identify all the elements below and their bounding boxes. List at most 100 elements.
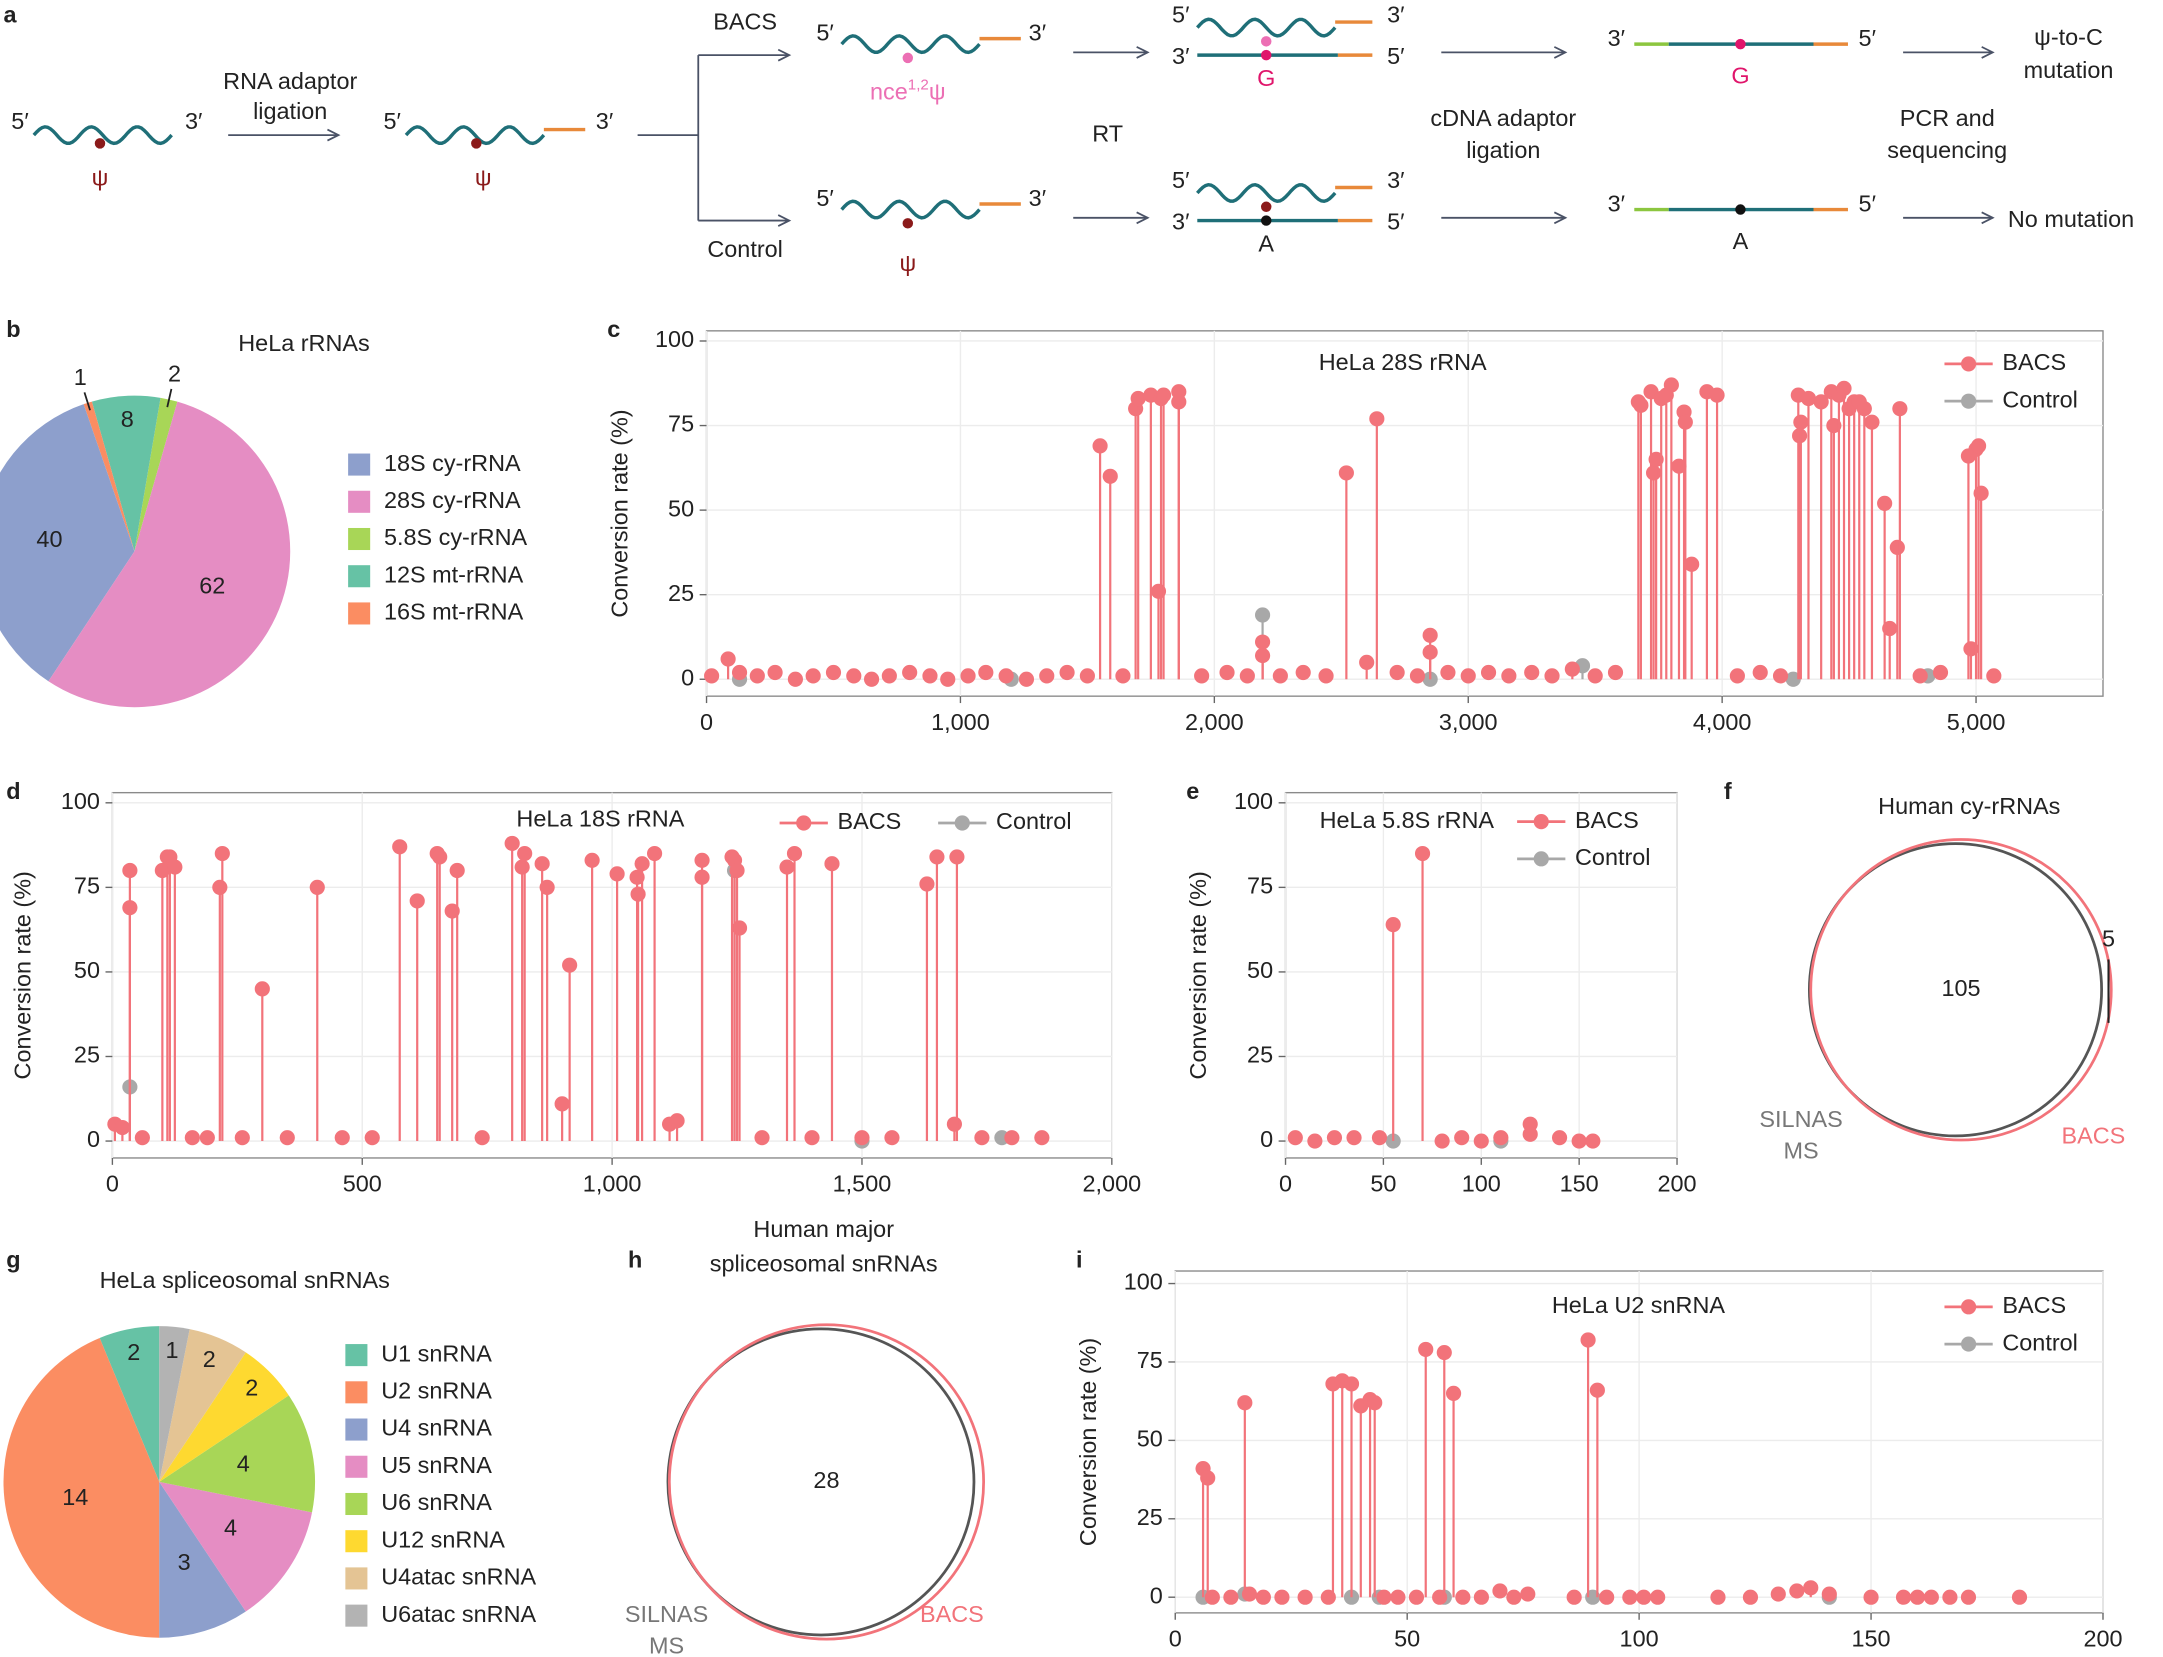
point (978, 664, 994, 681)
point (279, 1130, 295, 1146)
point (1710, 1589, 1726, 1605)
point (212, 879, 228, 895)
label: 3′ (185, 108, 202, 134)
point (1551, 1130, 1568, 1146)
point (1194, 668, 1210, 684)
legend-swatch (348, 527, 371, 551)
legend-swatch (348, 490, 371, 513)
rna-strand (404, 125, 546, 146)
point (1440, 664, 1456, 681)
legend-marker (1533, 814, 1549, 830)
y-tick-label: 50 (74, 957, 100, 983)
y-tick-label: 100 (655, 326, 694, 352)
nucleotide-dot (1260, 49, 1272, 61)
point (1059, 664, 1075, 681)
legend-swatch (345, 1604, 368, 1627)
y-tick-label: 0 (1260, 1126, 1273, 1152)
point (919, 876, 935, 892)
chart-title: HeLa 18S rRNA (516, 805, 684, 831)
label: PCR and (1900, 105, 1995, 131)
chart-title: HeLa U2 snRNA (1552, 1292, 1726, 1318)
point (1684, 556, 1700, 572)
point (1973, 485, 1989, 501)
point (1343, 1589, 1360, 1605)
legend-label: 18S cy-rRNA (384, 450, 521, 476)
point (1826, 417, 1842, 434)
point (881, 668, 897, 684)
point (214, 845, 230, 862)
point (1287, 1130, 1303, 1146)
pie-slice (159, 1395, 316, 1513)
set-circle (667, 1323, 986, 1641)
panel-label: g (6, 1247, 20, 1273)
label: Control (707, 236, 783, 262)
point (1971, 438, 1987, 454)
nucleotide-dot (1260, 201, 1272, 213)
point (2011, 1589, 2028, 1605)
x-tick-label: 50 (1370, 1171, 1396, 1197)
point (1566, 1589, 1582, 1605)
point (630, 886, 646, 902)
label: A (1733, 228, 1749, 254)
point (1923, 1589, 1939, 1605)
label: 3′ (1172, 209, 1189, 235)
point (974, 1130, 990, 1146)
pie-slice (83, 401, 135, 552)
chart-title: spliceosomal snRNAs (710, 1251, 938, 1277)
point (825, 664, 842, 681)
point (1792, 428, 1808, 444)
point (1729, 668, 1745, 684)
point (1408, 1589, 1425, 1605)
nucleotide-dot (902, 218, 914, 229)
point (960, 668, 976, 684)
point (1237, 1395, 1253, 1411)
point (863, 671, 880, 687)
point (749, 668, 765, 684)
nucleotide-dot (1735, 38, 1746, 50)
point (1501, 668, 1517, 684)
point (731, 920, 748, 936)
point (1155, 387, 1172, 403)
x-tick-label: 100 (1462, 1171, 1501, 1197)
point (949, 849, 965, 865)
arrow-head (1136, 211, 1150, 225)
x-tick-label: 3,000 (1439, 709, 1498, 735)
set-label: BACS (2061, 1122, 2125, 1148)
y-tick-label: 100 (1234, 788, 1273, 814)
point (554, 1096, 570, 1112)
point (1587, 668, 1603, 684)
point (1455, 1589, 1471, 1605)
label: 5′ (384, 108, 401, 134)
point (1436, 1344, 1452, 1361)
point (1863, 1589, 1879, 1605)
point (1454, 1130, 1470, 1146)
x-tick-label: 0 (1169, 1626, 1182, 1652)
legend-swatch (348, 602, 371, 625)
legend-marker (796, 815, 812, 831)
modified-base: nce1,2ψ (870, 76, 946, 104)
point (694, 852, 710, 868)
point (122, 900, 138, 916)
point (669, 1113, 685, 1129)
point (1585, 1133, 1601, 1149)
point (1473, 1133, 1489, 1149)
point (1821, 1586, 1837, 1602)
label: ψ (929, 79, 946, 105)
x-tick-label: 0 (700, 709, 713, 735)
point (1079, 668, 1095, 684)
label: RNA adaptor (223, 68, 357, 94)
point (929, 849, 945, 865)
point (1986, 668, 2002, 684)
point (1307, 1133, 1323, 1149)
x-tick-label: 150 (1852, 1626, 1891, 1652)
point (946, 1116, 962, 1132)
point (1371, 1130, 1388, 1146)
point (334, 1130, 350, 1146)
y-tick-label: 100 (1124, 1269, 1163, 1295)
point (1677, 414, 1693, 430)
point (1856, 401, 1872, 417)
panel-label: i (1076, 1247, 1083, 1273)
point (1223, 1589, 1239, 1605)
point (1255, 1589, 1271, 1605)
label: cDNA adaptor (1430, 105, 1576, 131)
